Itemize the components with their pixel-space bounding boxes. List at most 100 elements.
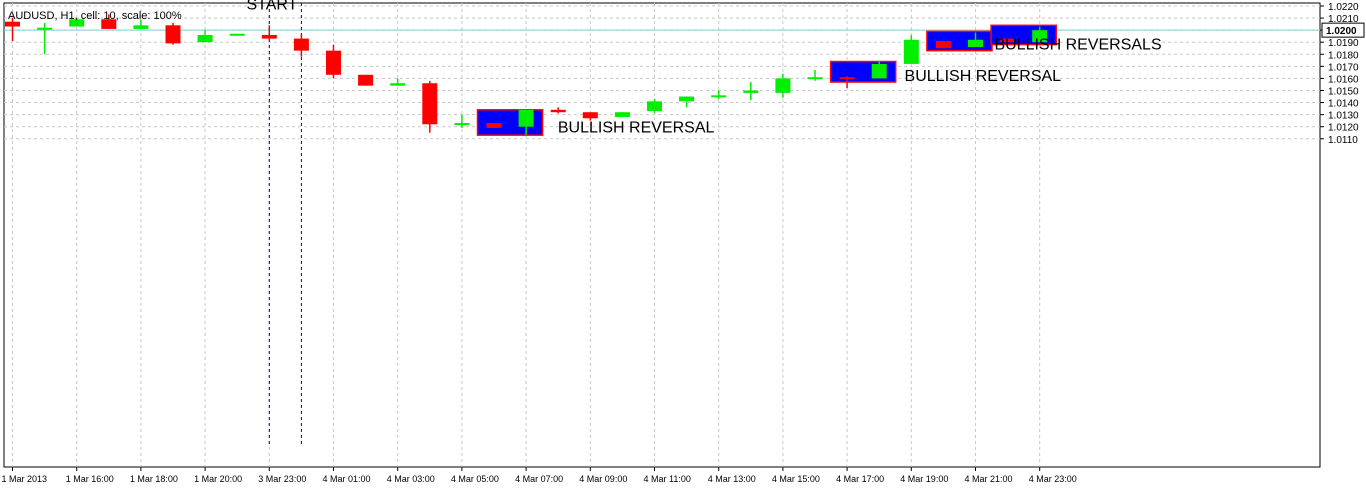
y-axis: 1.02201.02101.02001.01901.01801.01701.01…	[1320, 2, 1365, 146]
candle	[454, 114, 470, 128]
bull-candle-body	[1032, 30, 1048, 43]
candle	[37, 22, 53, 55]
x-tick-label: 1 Mar 2013	[2, 474, 48, 484]
x-axis: 1 Mar 2013 1 Mar 16:00 1 Mar 18:00 1 Mar 20…	[2, 467, 1077, 484]
bull-candle-body	[968, 39, 983, 48]
candle	[711, 90, 727, 99]
candle	[358, 74, 374, 86]
y-tick-label: 1.0220	[1328, 2, 1359, 13]
y-tick-label: 1.0120	[1328, 123, 1359, 134]
bear-candle-body	[550, 109, 566, 113]
plot-background	[3, 2, 1321, 468]
candle	[293, 33, 309, 57]
y-tick-label: 1.0150	[1328, 86, 1359, 97]
y-tick-label: 1.0110	[1328, 135, 1358, 146]
annotation-label: BULLISH REVERSAL	[905, 68, 1062, 85]
bull-candle-body	[903, 39, 919, 64]
bull-candle-body	[711, 95, 727, 98]
y-tick-label: 1.0140	[1328, 99, 1359, 110]
y-tick-label: 1.0180	[1328, 50, 1359, 61]
candle	[775, 73, 791, 98]
x-tick-label: 3 Mar 23:00	[258, 474, 306, 484]
candle	[326, 44, 341, 79]
candle	[582, 112, 598, 121]
bull-candle-body	[647, 101, 662, 112]
candle	[422, 80, 438, 133]
candle	[101, 14, 117, 29]
x-tick-label: 4 Mar 19:00	[900, 474, 948, 484]
x-tick-label: 4 Mar 17:00	[836, 474, 884, 484]
x-tick-label: 4 Mar 23:00	[1029, 474, 1077, 484]
bear-candle-body	[261, 34, 277, 39]
candle	[903, 34, 919, 64]
candle	[261, 25, 277, 40]
bear-candle-body	[326, 50, 341, 75]
bear-candle-body	[935, 41, 951, 49]
y-tick-label: 1.0130	[1328, 111, 1359, 122]
bear-candle-body	[1000, 38, 1016, 43]
candle	[486, 123, 502, 128]
bull-candle-body	[69, 19, 85, 27]
candle	[1032, 26, 1048, 43]
bull-candle-body	[743, 90, 759, 93]
x-tick-label: 4 Mar 15:00	[772, 474, 820, 484]
candle	[550, 107, 566, 114]
y-tick-label: 1.0210	[1328, 14, 1359, 25]
bull-candle-body	[775, 78, 791, 93]
candles	[5, 14, 1048, 136]
candle	[871, 60, 887, 79]
bull-candle-body	[807, 77, 823, 80]
candle	[935, 41, 951, 49]
start-lines	[268, 3, 302, 445]
candle	[133, 19, 149, 29]
grid	[4, 3, 1320, 467]
candle	[968, 32, 983, 48]
candle	[390, 78, 406, 86]
x-tick-label: 4 Mar 09:00	[579, 474, 627, 484]
x-tick-label: 4 Mar 11:00	[644, 474, 691, 484]
candle	[839, 76, 855, 89]
bull-candle-body	[454, 123, 470, 126]
bull-candle-body	[133, 25, 149, 29]
chart-header: AUDUSD, H1, cell: 10, scale: 100%	[8, 10, 182, 22]
candle	[5, 18, 20, 42]
x-tick-label: 1 Mar 20:00	[194, 474, 242, 484]
annotation-label: BULLISH REVERSAL	[558, 120, 715, 137]
annotations: START BULLISH REVERSAL BULLISH REVERSAL BUL…	[247, 0, 1162, 137]
x-tick-label: 4 Mar 01:00	[323, 474, 371, 484]
candle	[165, 22, 181, 45]
bull-candle-body	[871, 63, 887, 79]
candle	[807, 69, 823, 81]
candle	[197, 30, 213, 43]
y-tick-label: 1.0190	[1328, 38, 1359, 49]
x-tick-label: 4 Mar 13:00	[708, 474, 756, 484]
x-tick-label: 4 Mar 05:00	[451, 474, 499, 484]
bull-candle-body	[37, 27, 53, 30]
bear-candle-body	[165, 25, 181, 44]
y-tick-label: 1.0170	[1328, 62, 1359, 73]
x-tick-label: 4 Mar 07:00	[515, 474, 563, 484]
x-tick-label: 4 Mar 21:00	[965, 474, 1013, 484]
candle	[743, 82, 759, 101]
bear-candle-body	[486, 123, 502, 128]
annotation-label: BULLISH REVERSALS	[994, 36, 1161, 53]
candle	[229, 33, 245, 36]
candle	[518, 109, 534, 136]
price-level-label-box	[1321, 22, 1365, 38]
bull-candle-body	[679, 96, 695, 102]
x-tick-label: 4 Mar 03:00	[387, 474, 435, 484]
bear-candle-body	[422, 83, 438, 125]
y-tick-label: 1.0160	[1328, 74, 1359, 85]
candle	[679, 96, 695, 108]
annotation-label: START	[247, 0, 298, 14]
bull-candle-body	[614, 112, 630, 118]
bear-candle-body	[101, 19, 117, 29]
candle	[614, 112, 630, 118]
bull-candle-body	[229, 33, 245, 36]
bear-candle-body	[582, 112, 598, 119]
x-tick-label: 1 Mar 18:00	[130, 474, 178, 484]
candle	[69, 18, 85, 27]
bear-candle-body	[839, 77, 855, 80]
bear-candle-body	[358, 74, 374, 86]
